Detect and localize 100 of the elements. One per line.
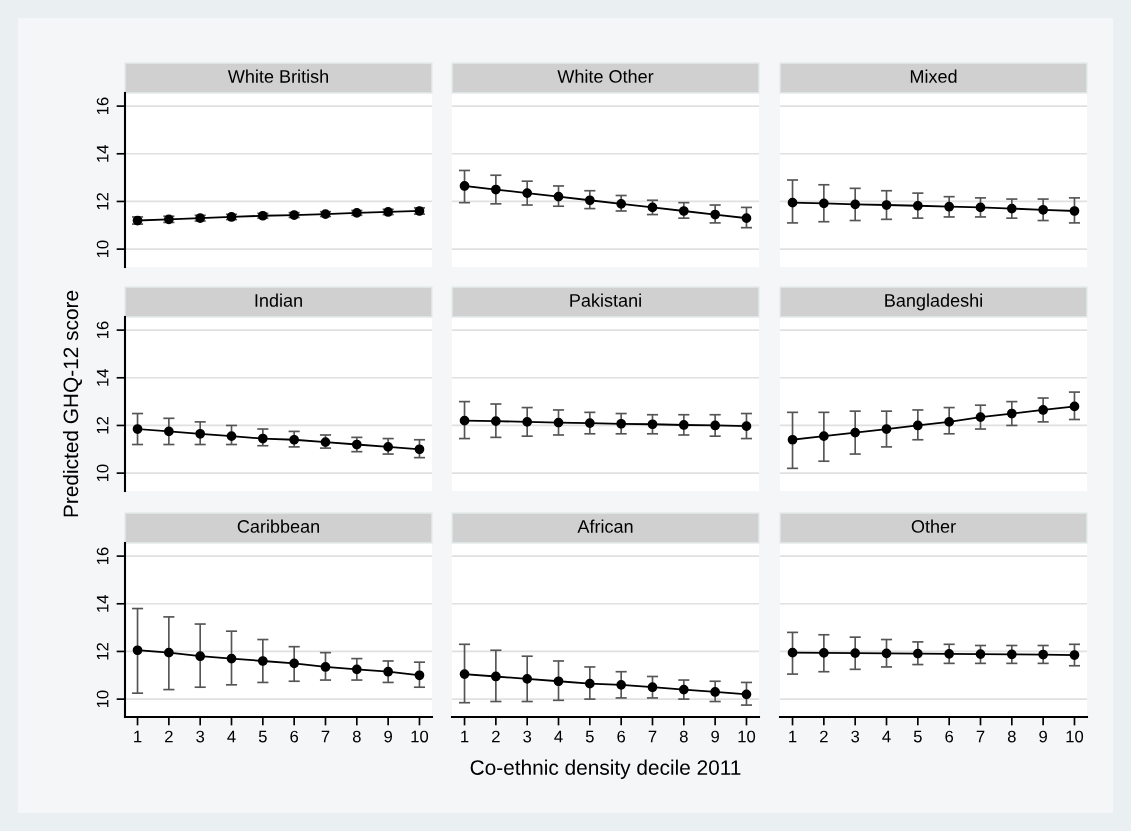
point (163, 426, 174, 437)
y-tick-label: 14 (96, 145, 109, 162)
point (490, 184, 501, 195)
y-tick-label: 10 (96, 240, 109, 258)
x-tick-label: 6 (945, 730, 954, 743)
point (787, 434, 798, 445)
point (881, 424, 892, 434)
point (132, 424, 143, 434)
chart-title: White British (227, 69, 328, 83)
x-tick-label: 4 (554, 730, 563, 743)
point (522, 188, 533, 198)
x-tick-label: 10 (1066, 730, 1084, 743)
x-tick-label: 6 (290, 730, 299, 743)
x-tick-label: 8 (352, 730, 361, 743)
chart-title: African (577, 519, 633, 533)
x-tick-label: 4 (227, 730, 236, 743)
point (710, 687, 721, 697)
x-tick-label: 10 (411, 730, 429, 743)
x-tick-label: 2 (492, 730, 500, 743)
x-tick-label: 6 (617, 730, 626, 743)
point (818, 431, 829, 442)
x-tick-label: 3 (851, 730, 860, 743)
chart-title: Pakistani (570, 293, 641, 307)
point (584, 678, 595, 689)
point (320, 662, 331, 672)
x-tick-label: 3 (196, 730, 205, 743)
x-tick-label: 9 (384, 730, 392, 743)
x-tick-label: 2 (165, 730, 173, 743)
point (850, 427, 861, 438)
point (944, 417, 955, 427)
point (818, 198, 829, 209)
x-tick-label: 1 (461, 730, 469, 743)
chart-title: Indian (255, 293, 302, 307)
x-tick-label: 1 (789, 730, 797, 743)
point (522, 674, 533, 684)
y-tick-label: 14 (96, 595, 109, 612)
point (584, 195, 595, 206)
point (787, 197, 798, 208)
y-tick-label: 12 (96, 193, 109, 210)
x-tick-label: 5 (585, 730, 594, 743)
x-tick-label: 5 (258, 730, 267, 743)
point (678, 684, 689, 695)
point (1006, 408, 1017, 419)
x-tick-label: 1 (134, 730, 142, 743)
point (383, 666, 394, 677)
point (710, 209, 721, 220)
point (490, 671, 501, 682)
x-tick-label: 9 (1039, 730, 1047, 743)
x-tick-label: 3 (523, 730, 532, 743)
x-tick-label: 5 (913, 730, 922, 743)
x-tick-label: 10 (738, 730, 756, 743)
y-tick-label: 16 (96, 97, 109, 115)
x-tick-label: 4 (882, 730, 891, 743)
point (1006, 203, 1017, 214)
point (226, 431, 237, 442)
point (1069, 401, 1080, 412)
point (850, 199, 861, 210)
point (414, 670, 425, 681)
y-tick-label: 10 (96, 464, 109, 482)
point (257, 656, 268, 666)
point (647, 682, 658, 693)
point (195, 651, 206, 662)
x-tick-label: 8 (679, 730, 688, 743)
point (616, 679, 627, 690)
chart-title: Mixed (910, 69, 957, 83)
point (944, 201, 955, 212)
point (289, 434, 300, 445)
y-tick-label: 12 (96, 643, 109, 660)
point (975, 202, 986, 213)
point (414, 444, 425, 455)
point (741, 689, 752, 700)
point (383, 442, 394, 452)
point (912, 420, 923, 431)
x-tick-label: 7 (976, 730, 985, 743)
chart-title: Bangladeshi (885, 293, 982, 311)
point (195, 428, 206, 439)
x-tick-label: 7 (321, 730, 330, 743)
x-tick-label: 8 (1007, 730, 1016, 743)
point (163, 647, 174, 658)
y-axis-title: Predicted GHQ-12 score (62, 290, 82, 517)
point (459, 181, 470, 191)
point (1069, 206, 1080, 216)
point (351, 664, 362, 675)
y-tick-label: 16 (96, 321, 109, 339)
point (257, 433, 268, 444)
point (459, 669, 470, 679)
y-tick-label: 14 (96, 369, 109, 386)
point (132, 645, 143, 656)
x-tick-label: 2 (820, 730, 828, 743)
chart-title: Other (911, 519, 956, 533)
chart-title: Caribbean (237, 519, 319, 533)
point (678, 206, 689, 216)
y-tick-label: 10 (96, 690, 109, 708)
point (1038, 405, 1049, 415)
chart-title: White Other (557, 69, 654, 83)
point (975, 412, 986, 422)
point (226, 653, 237, 664)
point (553, 676, 564, 687)
x-axis-title: Co-ethnic density decile 2011 (470, 759, 741, 780)
x-tick-label: 7 (648, 730, 657, 743)
